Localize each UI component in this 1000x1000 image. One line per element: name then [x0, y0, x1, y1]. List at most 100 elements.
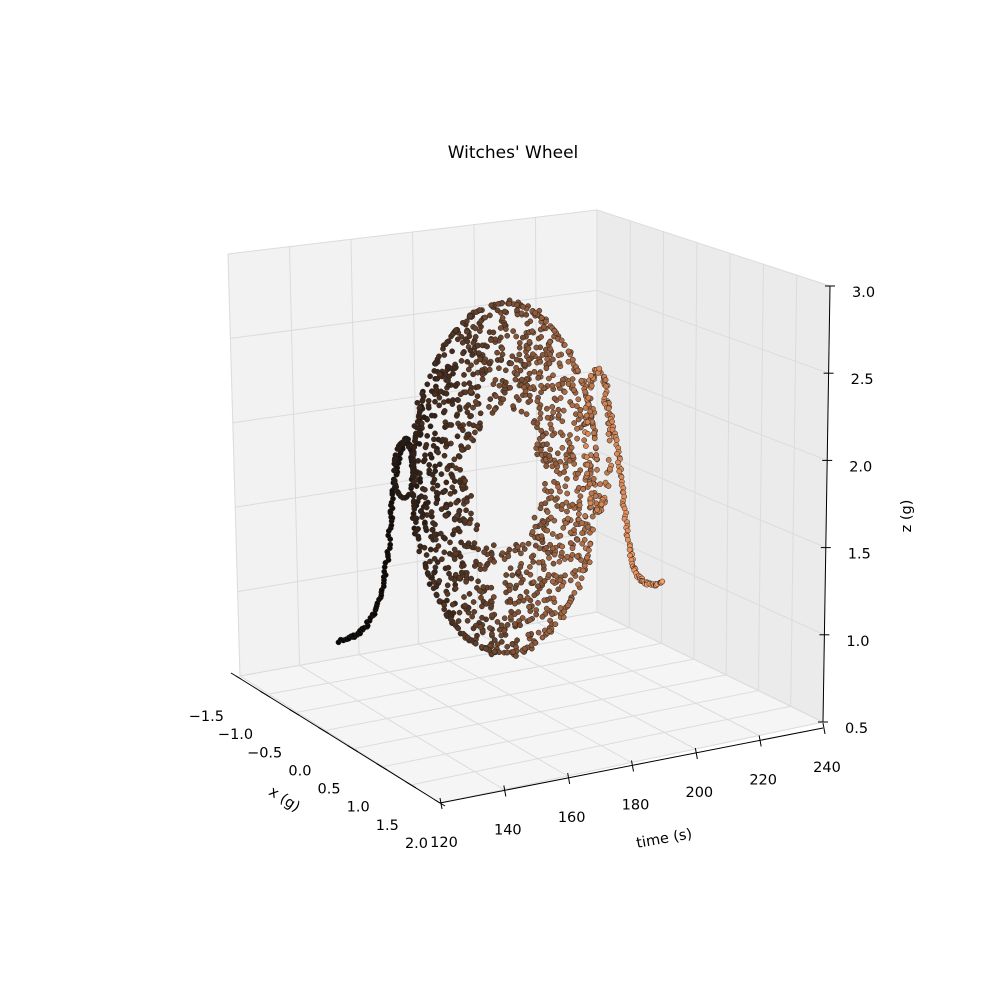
- scatter-point: [549, 578, 556, 585]
- scatter-point: [549, 382, 556, 389]
- scatter-point: [566, 457, 573, 464]
- scatter-point: [516, 340, 523, 346]
- scatter-point: [473, 526, 480, 533]
- scatter-point: [548, 425, 555, 432]
- scatter-point: [550, 356, 556, 363]
- scatter-point: [452, 365, 458, 372]
- scatter-point: [535, 600, 541, 606]
- scatter-point: [433, 591, 440, 598]
- scatter-point: [460, 350, 466, 357]
- scatter-point: [579, 530, 585, 536]
- x-axis-label: x (g): [266, 784, 303, 816]
- scatter-point: [521, 546, 528, 552]
- scatter-point: [559, 543, 566, 550]
- scatter-point: [531, 514, 538, 521]
- scatter-point: [583, 412, 590, 419]
- scatter-point: [441, 488, 448, 495]
- scatter-point: [535, 375, 542, 381]
- scatter-point: [475, 546, 482, 553]
- scatter-point: [433, 500, 440, 507]
- scatter-point: [584, 461, 591, 468]
- scatter-point: [436, 461, 443, 468]
- scatter-point: [555, 382, 562, 388]
- scatter-point: [591, 430, 597, 436]
- scatter-point: [414, 527, 420, 533]
- scatter-point: [546, 375, 552, 382]
- scatter-point: [569, 552, 576, 558]
- scatter-point: [463, 507, 469, 514]
- scatter-point: [431, 555, 438, 562]
- scatter-point: [545, 549, 551, 556]
- scatter-point: [478, 594, 484, 601]
- scatter-point: [498, 632, 505, 639]
- scatter-point: [559, 444, 566, 451]
- scatter-point: [458, 446, 465, 453]
- scatter-point: [470, 340, 477, 346]
- scatter-point: [487, 625, 493, 631]
- scatter-point: [585, 431, 591, 437]
- scatter-point: [501, 615, 508, 622]
- scatter-point: [465, 402, 472, 408]
- scatter-point: [472, 640, 479, 647]
- scatter-point: [470, 599, 477, 605]
- scatter-point: [431, 368, 438, 374]
- scatter-point: [534, 398, 541, 405]
- scatter-point: [538, 389, 544, 396]
- scatter-point: [536, 545, 543, 552]
- scatter-point: [468, 362, 474, 369]
- scatter-point: [547, 446, 554, 453]
- scatter-point: [524, 594, 531, 601]
- scatter-point: [519, 376, 525, 383]
- scatter-point: [449, 331, 456, 338]
- scatter-point: [496, 626, 503, 633]
- scatter-point: [453, 327, 459, 334]
- scatter-point: [501, 321, 508, 328]
- scatter-point: [594, 466, 600, 473]
- scatter-point: [465, 609, 472, 616]
- scatter-point: [546, 555, 552, 561]
- scatter-point: [534, 441, 541, 448]
- scatter-point: [581, 562, 588, 569]
- scatter-point: [498, 639, 505, 645]
- scatter-point: [547, 541, 553, 548]
- scatter-point: [480, 584, 487, 590]
- scatter-point: [446, 462, 453, 469]
- scatter-point: [541, 597, 548, 604]
- scatter-point: [471, 608, 478, 615]
- scatter-point: [464, 617, 471, 624]
- wall-grid-line-z: [237, 531, 825, 636]
- scatter-point: [516, 344, 523, 351]
- scatter-point: [433, 386, 440, 393]
- scatter-point: [527, 397, 534, 404]
- scatter-point: [583, 443, 589, 449]
- scatter-point: [474, 393, 481, 400]
- scatter-point: [441, 408, 448, 414]
- scatter-point: [514, 544, 521, 550]
- scatter-point: [479, 342, 486, 349]
- scatter-point: [501, 308, 508, 315]
- scatter-point: [433, 536, 439, 543]
- scatter-point: [521, 384, 527, 391]
- scatter-point: [507, 599, 514, 605]
- scatter-point: [537, 358, 544, 365]
- scatter-point: [517, 622, 523, 629]
- scatter-point: [416, 548, 423, 555]
- scatter-point: [414, 399, 421, 406]
- scatter-point: [491, 648, 498, 655]
- scatter-point: [543, 544, 550, 551]
- scatter-point: [492, 393, 499, 399]
- scatter-point: [551, 551, 558, 558]
- x-tick-label: −0.5: [247, 745, 282, 761]
- scatter-point: [434, 375, 441, 382]
- scatter-point: [517, 564, 524, 570]
- scatter-point: [576, 502, 583, 509]
- scatter-point: [412, 515, 419, 521]
- scatter-point: [427, 423, 434, 430]
- scatter-point: [569, 356, 576, 363]
- scatter-point: [426, 462, 433, 468]
- scatter-point: [495, 301, 502, 307]
- scatter-point: [464, 338, 471, 345]
- scatter-point: [411, 444, 418, 450]
- scatter-point: [509, 353, 516, 360]
- scatter-point: [462, 602, 468, 609]
